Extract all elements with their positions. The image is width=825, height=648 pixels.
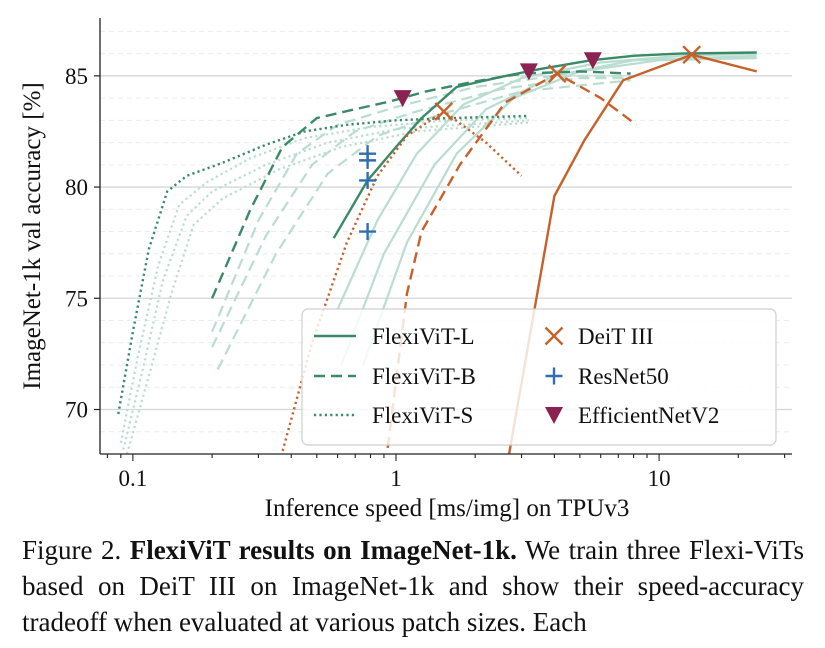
plus-marker	[359, 151, 377, 169]
legend-label: FlexiViT-L	[372, 324, 475, 349]
faint-variant-line	[216, 79, 631, 370]
x-marker-stroke	[544, 326, 564, 346]
x-marker-stroke	[682, 45, 702, 65]
x-tick-label: 1	[390, 466, 402, 491]
faint-variant-line	[125, 121, 529, 454]
y-tick-label: 75	[65, 286, 88, 311]
y-tick-label: 80	[65, 175, 88, 200]
legend-label: FlexiViT-B	[372, 364, 476, 389]
legend-label: DeiT III	[578, 324, 654, 349]
y-tick-label: 70	[65, 398, 88, 423]
tick-labels: 70 75 80 85 0.1 1 10	[65, 64, 671, 491]
series-markers	[359, 45, 702, 241]
caption-title: FlexiViT results on ImageNet-1k.	[129, 535, 517, 565]
series-line	[210, 70, 631, 299]
plus-marker	[545, 367, 563, 385]
faint-variant-line	[340, 54, 757, 366]
x-tick-label: 10	[648, 466, 671, 491]
faint-variant-lines	[119, 52, 757, 454]
faint-variant-line	[336, 52, 757, 310]
y-axis-label: ImageNet-1k val accuracy [%]	[19, 82, 46, 389]
faint-variant-line	[119, 117, 529, 444]
legend-label: FlexiViT-S	[372, 403, 473, 428]
triangle-down-marker	[545, 407, 563, 424]
legend-label: EfficientNetV2	[578, 403, 719, 428]
y-tick-label: 85	[65, 64, 88, 89]
legend: FlexiViT-L FlexiViT-B FlexiViT-S DeiT III Re…	[301, 308, 777, 446]
legend-box	[301, 308, 777, 446]
faint-variant-line	[122, 119, 529, 450]
x-marker-stroke	[547, 64, 567, 83]
series-line	[507, 53, 757, 454]
figure-caption: Figure 2. FlexiViT results on ImageNet-1…	[22, 532, 804, 640]
x-marker	[682, 45, 702, 65]
x-marker	[544, 326, 564, 346]
axes	[94, 18, 792, 461]
x-marker	[434, 102, 454, 121]
chart: 70 75 80 85 0.1 1 10 Inference speed [ms/img] …	[19, 18, 792, 522]
x-marker	[547, 64, 567, 83]
series-line	[117, 114, 529, 415]
caption-label: Figure 2.	[22, 535, 122, 565]
plus-marker	[359, 223, 377, 241]
caption-text: We train three Flexi-ViTs based on DeiT …	[22, 535, 805, 637]
x-marker-stroke	[434, 102, 454, 121]
triangle-down-marker	[519, 63, 538, 81]
triangle-down-marker	[583, 52, 602, 70]
plus-marker	[359, 171, 377, 189]
x-axis-label: Inference speed [ms/img] on TPUv3	[265, 495, 630, 522]
x-tick-label: 0.1	[118, 466, 147, 491]
triangle-down-marker	[393, 90, 412, 108]
legend-label: ResNet50	[578, 364, 669, 389]
faint-variant-line	[211, 74, 631, 333]
